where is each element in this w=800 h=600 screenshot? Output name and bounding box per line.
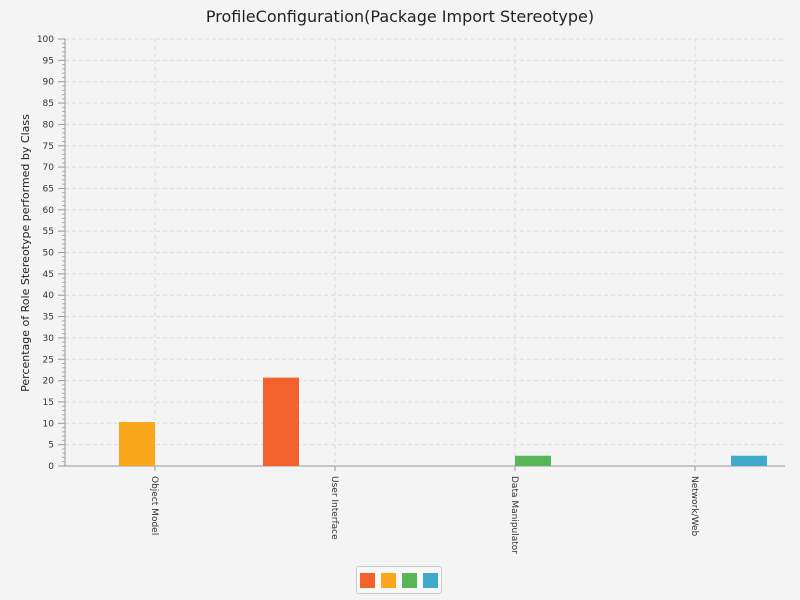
y-tick-label: 90 (43, 78, 55, 88)
y-tick-label: 65 (43, 184, 54, 194)
x-category-label: User Interface (329, 476, 339, 540)
y-tick-label: 80 (43, 120, 55, 130)
legend (356, 566, 442, 594)
y-tick-label: 70 (43, 163, 55, 173)
chart-title: ProfileConfiguration(Package Import Ster… (205, 7, 595, 26)
legend-swatch (402, 572, 417, 588)
y-tick-label: 60 (43, 206, 55, 216)
y-tick-label: 20 (43, 377, 55, 387)
x-category-label: Object Model (149, 476, 159, 535)
x-category-label: Network/Web (689, 476, 699, 537)
legend-swatch (423, 572, 438, 588)
legend-swatch (360, 572, 375, 588)
bar (263, 377, 299, 466)
legend-swatch (381, 572, 396, 588)
y-tick-label: 50 (43, 249, 55, 259)
y-tick-label: 85 (43, 99, 54, 109)
y-tick-label: 45 (43, 270, 54, 280)
grid-lines (65, 38, 785, 466)
y-tick-label: 30 (43, 334, 55, 344)
y-tick-label: 75 (43, 142, 54, 152)
y-axis-title: Percentage of Role Stereotype performed … (19, 114, 32, 392)
y-tick-label: 55 (43, 227, 54, 237)
y-tick-label: 25 (43, 355, 54, 365)
y-tick-label: 95 (43, 56, 54, 66)
axes: 0 5 10 15 20 25 30 35 40 45 50 55 60 65 70 75 80 85 90 95 10… (37, 35, 785, 554)
y-tick-label: 15 (43, 398, 54, 408)
bar (119, 422, 155, 466)
y-tick-label: 35 (43, 313, 54, 323)
y-tick-label: 10 (43, 419, 55, 429)
y-tick-label: 40 (43, 291, 55, 301)
bars (119, 377, 767, 466)
bar (515, 455, 551, 466)
x-category-label: Data Manipulator (509, 476, 519, 554)
y-tick-label: 0 (48, 462, 54, 472)
bar (731, 455, 767, 466)
y-tick-label: 5 (48, 441, 54, 451)
y-tick-label: 100 (37, 35, 54, 45)
